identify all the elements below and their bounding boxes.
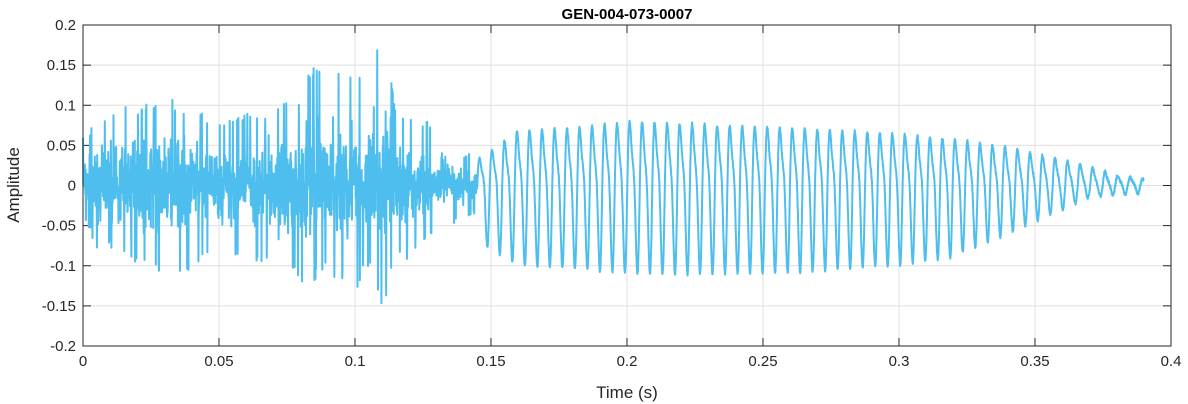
x-tick-label: 0.15: [476, 353, 505, 370]
x-tick-label: 0.4: [1161, 353, 1182, 370]
y-tick-label: 0: [68, 178, 76, 195]
x-axis-label: Time (s): [596, 383, 658, 402]
x-tick-label: 0.1: [345, 353, 366, 370]
y-tick-label: -0.2: [50, 338, 76, 355]
y-tick-label: -0.05: [42, 218, 76, 235]
x-tick-label: 0.05: [204, 353, 233, 370]
x-tick-label: 0.25: [748, 353, 777, 370]
x-tick-label: 0.35: [1020, 353, 1049, 370]
y-tick-label: -0.1: [50, 258, 76, 275]
x-tick-label: 0: [79, 353, 87, 370]
y-tick-label: 0.1: [55, 97, 76, 114]
x-tick-label: 0.2: [617, 353, 638, 370]
x-tick-label: 0.3: [889, 353, 910, 370]
y-tick-label: 0.15: [47, 57, 76, 74]
y-tick-label: 0.05: [47, 137, 76, 154]
y-tick-label: 0.2: [55, 17, 76, 34]
y-tick-label: -0.15: [42, 298, 76, 315]
y-axis-label: Amplitude: [4, 147, 23, 223]
chart-title: GEN-004-073-0007: [562, 6, 693, 23]
